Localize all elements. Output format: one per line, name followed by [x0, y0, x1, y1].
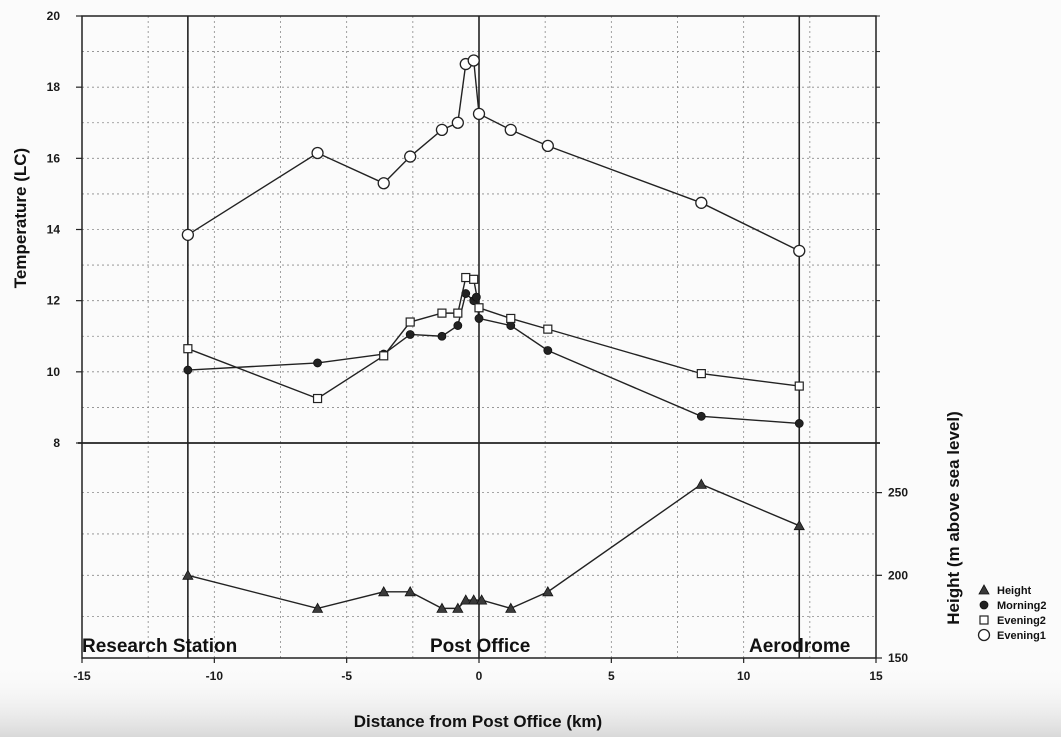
data-point-evening2	[405, 317, 415, 327]
data-point-evening2	[543, 324, 553, 334]
temperature-tick-label: 10	[47, 365, 61, 379]
data-point-morning2	[543, 346, 553, 355]
plot-frame	[78, 15, 880, 659]
data-point-evening1	[311, 146, 324, 160]
location-label-post-office: Post Office	[430, 636, 530, 657]
data-point-evening2	[379, 351, 389, 361]
data-point-morning2	[474, 314, 484, 323]
data-point-evening2	[794, 381, 804, 391]
data-point-evening2	[506, 313, 516, 324]
y-axis-title-right: Height (m above sea level)	[944, 411, 963, 625]
data-point-morning2	[453, 321, 463, 330]
data-point-evening1	[695, 196, 708, 209]
data-point-height	[468, 594, 480, 605]
temperature-tick-label: 20	[47, 9, 61, 23]
data-point-evening1	[404, 150, 417, 163]
series-line-evening2	[187, 276, 800, 400]
legend-label-evening1: Evening1	[997, 630, 1046, 642]
x-tick-label: 0	[476, 669, 483, 683]
temperature-tick-label: 12	[47, 294, 61, 308]
data-point-height	[542, 586, 554, 597]
data-point-evening2	[474, 303, 484, 313]
legend-marker-evening2	[979, 615, 989, 625]
data-point-evening1	[504, 123, 517, 137]
data-point-morning2	[696, 411, 706, 421]
data-point-evening1	[435, 123, 449, 137]
data-point-evening1	[377, 177, 390, 190]
temperature-tick-label: 16	[47, 151, 61, 165]
data-point-height	[793, 519, 805, 531]
location-label-research-station: Research Station	[82, 636, 237, 657]
data-point-evening1	[472, 107, 486, 121]
temperature-tick-label: 18	[47, 80, 61, 94]
x-tick-label: 5	[608, 669, 615, 683]
data-point-evening1	[793, 244, 806, 258]
x-axis-title: Distance from Post Office (km)	[354, 712, 602, 731]
series-evening2	[183, 272, 804, 404]
data-point-height	[460, 594, 472, 605]
data-point-evening2	[312, 393, 323, 404]
data-point-height	[404, 586, 416, 597]
data-point-morning2	[437, 331, 447, 341]
legend-label-morning2: Morning2	[997, 600, 1047, 612]
x-tick-label: -5	[341, 669, 352, 683]
data-point-evening1	[181, 228, 195, 241]
legend-marker-height	[978, 584, 990, 595]
data-point-height	[695, 478, 707, 489]
data-point-height	[436, 602, 448, 613]
data-point-height	[475, 594, 488, 605]
legend-marker-evening1	[977, 628, 991, 642]
location-label-aerodrome: Aerodrome	[749, 636, 850, 657]
temperature-tick-label: 14	[47, 223, 61, 237]
data-point-morning2	[794, 419, 804, 428]
height-tick-label: 250	[888, 486, 908, 500]
data-point-evening1	[451, 116, 464, 129]
data-point-evening2	[469, 274, 479, 284]
height-tick-label: 150	[888, 651, 908, 665]
legend: Height Morning2 Evening2 Evening1	[977, 584, 1047, 642]
series-group	[181, 54, 806, 613]
temperature-tick-label: 8	[53, 436, 60, 450]
legend-label-height: Height	[997, 585, 1032, 597]
data-point-evening2	[183, 344, 193, 354]
x-tick-label: 10	[737, 669, 751, 683]
x-tick-label: 15	[869, 669, 883, 683]
data-point-height	[378, 586, 390, 597]
data-point-height	[505, 602, 517, 613]
legend-label-evening2: Evening2	[997, 615, 1046, 627]
data-point-morning2	[313, 358, 322, 368]
data-point-height	[182, 569, 194, 580]
x-tick-label: -15	[73, 669, 91, 683]
data-point-morning2	[405, 330, 415, 339]
x-tick-label: -10	[206, 669, 224, 683]
scan-shade	[0, 660, 1061, 737]
data-point-evening1	[467, 54, 480, 67]
series-morning2	[183, 289, 804, 428]
data-point-evening2	[696, 369, 706, 379]
tick-labels: 8 10 12 14 16 18 20 150 200 250 -15 -10 -5 0 5 10 15	[47, 9, 909, 683]
legend-marker-morning2	[979, 600, 989, 610]
series-line-evening1	[187, 59, 800, 252]
series-height	[182, 478, 805, 613]
data-point-evening2	[461, 272, 471, 283]
series-line-height	[187, 483, 800, 610]
data-point-morning2	[183, 365, 193, 375]
height-tick-label: 200	[888, 568, 908, 582]
data-point-evening2	[453, 308, 463, 318]
data-point-evening1	[541, 139, 554, 153]
data-point-evening2	[437, 308, 447, 318]
data-point-height	[311, 602, 324, 613]
series-evening1	[181, 54, 806, 258]
data-point-height	[452, 602, 464, 613]
y-axis-title-left: Temperature (LC)	[11, 148, 30, 288]
